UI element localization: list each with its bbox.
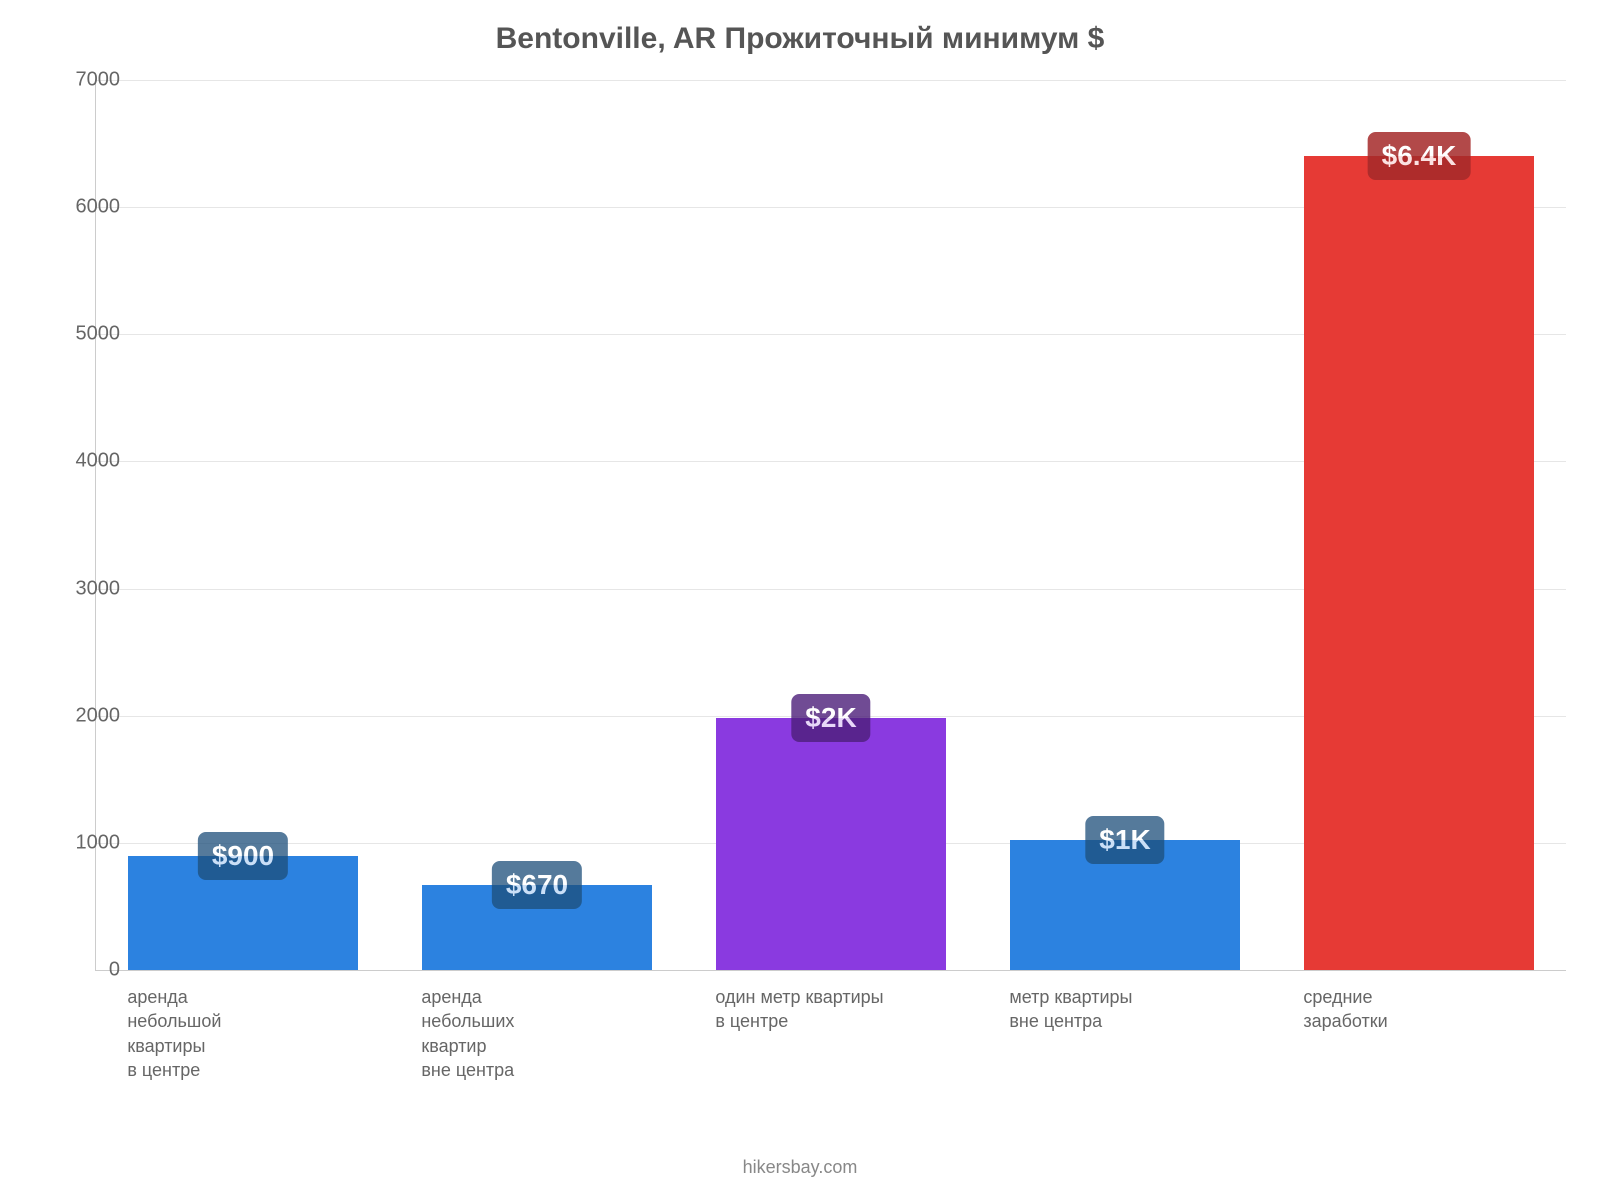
chart-footer: hikersbay.com	[0, 1157, 1600, 1178]
x-axis-category-label: средние заработки	[1303, 985, 1532, 1034]
x-axis-category-label: аренда небольших квартир вне центра	[421, 985, 650, 1082]
bar-value-label: $6.4K	[1368, 132, 1471, 180]
x-axis-category-label: один метр квартиры в центре	[715, 985, 944, 1034]
y-axis-tick-label: 5000	[40, 323, 120, 346]
y-axis-tick-label: 4000	[40, 450, 120, 473]
chart-title: Bentonville, AR Прожиточный минимум $	[0, 22, 1600, 56]
y-axis-tick-label: 7000	[40, 69, 120, 92]
bar-value-label: $670	[492, 861, 582, 909]
bar: $6.4K	[1304, 156, 1533, 970]
gridline	[96, 80, 1566, 81]
bar-value-label: $2K	[791, 694, 870, 742]
bar-value-label: $1K	[1085, 816, 1164, 864]
y-axis-tick-label: 3000	[40, 577, 120, 600]
plot-area: $900 $670 $2K $1K $6.4K	[95, 80, 1566, 971]
x-axis-category-label: аренда небольшой квартиры в центре	[127, 985, 356, 1082]
bar: $670	[422, 885, 651, 970]
x-axis-category-label: метр квартиры вне центра	[1009, 985, 1238, 1034]
y-axis-tick-label: 0	[40, 959, 120, 982]
y-axis-tick-label: 1000	[40, 831, 120, 854]
bar: $1K	[1010, 840, 1239, 970]
chart-container: Bentonville, AR Прожиточный минимум $ $9…	[0, 0, 1600, 1200]
bar-value-label: $900	[198, 832, 288, 880]
bar: $900	[128, 856, 357, 970]
y-axis-tick-label: 2000	[40, 704, 120, 727]
bar: $2K	[716, 718, 945, 970]
y-axis-tick-label: 6000	[40, 196, 120, 219]
